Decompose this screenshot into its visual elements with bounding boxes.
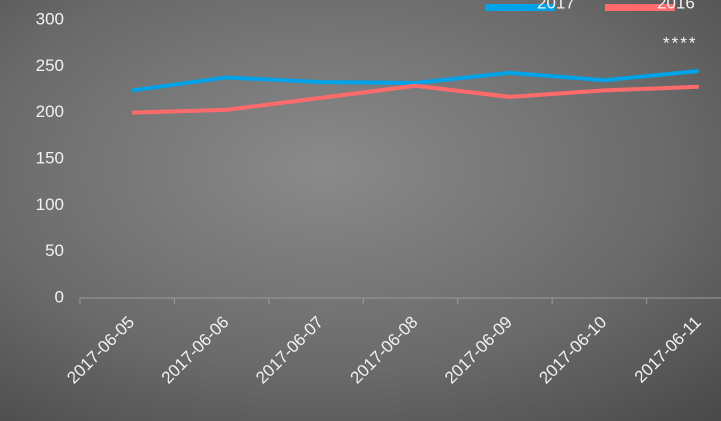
y-tick-label: 150 xyxy=(36,148,64,167)
y-tick-label: 100 xyxy=(36,195,64,214)
chart: **** 0501001502002503002017-06-052017-06… xyxy=(0,0,721,421)
y-tick-label: 200 xyxy=(36,102,64,121)
background xyxy=(0,0,721,421)
y-tick-label: 300 xyxy=(36,9,64,28)
legend-label: 2016 xyxy=(657,0,695,12)
legend-label: 2017 xyxy=(537,0,575,12)
y-tick-label: 50 xyxy=(45,241,64,260)
annotation: **** xyxy=(663,33,697,52)
y-tick-label: 0 xyxy=(55,287,64,306)
page: {"chart_data": {"type": "line", "annotat… xyxy=(0,0,721,421)
y-tick-label: 250 xyxy=(36,56,64,75)
